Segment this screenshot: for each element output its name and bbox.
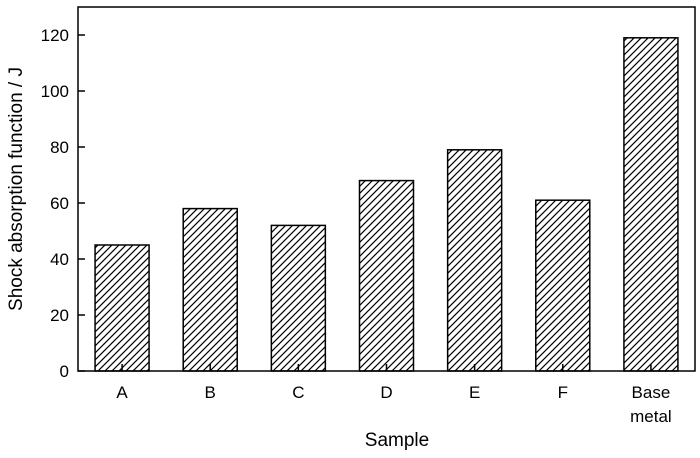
x-tick-label-line: B (205, 383, 216, 402)
y-tick-label: 100 (41, 82, 69, 101)
bar-5 (446, 149, 503, 372)
y-axis: 0 20 40 60 80 100 120 (41, 26, 85, 381)
x-axis-title: Sample (365, 430, 429, 451)
y-tick-label: 0 (60, 362, 69, 381)
x-tick-label-line: metal (630, 407, 672, 426)
x-tick-label: E (469, 383, 480, 402)
y-tick-label: 40 (50, 250, 69, 269)
x-tick-label-line: E (469, 383, 480, 402)
x-tick-label: Base metal (630, 383, 672, 426)
x-tick-label-line: A (116, 383, 128, 402)
bar-1 (94, 244, 150, 372)
y-tick-label: 20 (50, 306, 69, 325)
x-tick-label: A (116, 383, 128, 402)
x-tick-label: B (205, 383, 216, 402)
y-tick-label: 120 (41, 26, 69, 45)
bars-group (94, 37, 679, 372)
y-tick-label: 60 (50, 194, 69, 213)
y-tick-label: 80 (50, 138, 69, 157)
y-axis-title: Shock absorption function / J (6, 67, 27, 311)
bar-2 (182, 207, 238, 372)
x-axis: A B C D E F Base metal (116, 364, 672, 426)
x-tick-label: C (292, 383, 304, 402)
bar-6 (535, 199, 591, 372)
x-tick-label-line: D (380, 383, 392, 402)
x-tick-label-line: F (558, 383, 568, 402)
x-tick-label-line: Base (632, 383, 671, 402)
bar-3 (270, 224, 327, 372)
x-tick-label: F (558, 383, 568, 402)
x-tick-label: D (380, 383, 392, 402)
bar-4 (358, 179, 415, 372)
bar-7 (623, 37, 679, 372)
x-tick-label-line: C (292, 383, 304, 402)
